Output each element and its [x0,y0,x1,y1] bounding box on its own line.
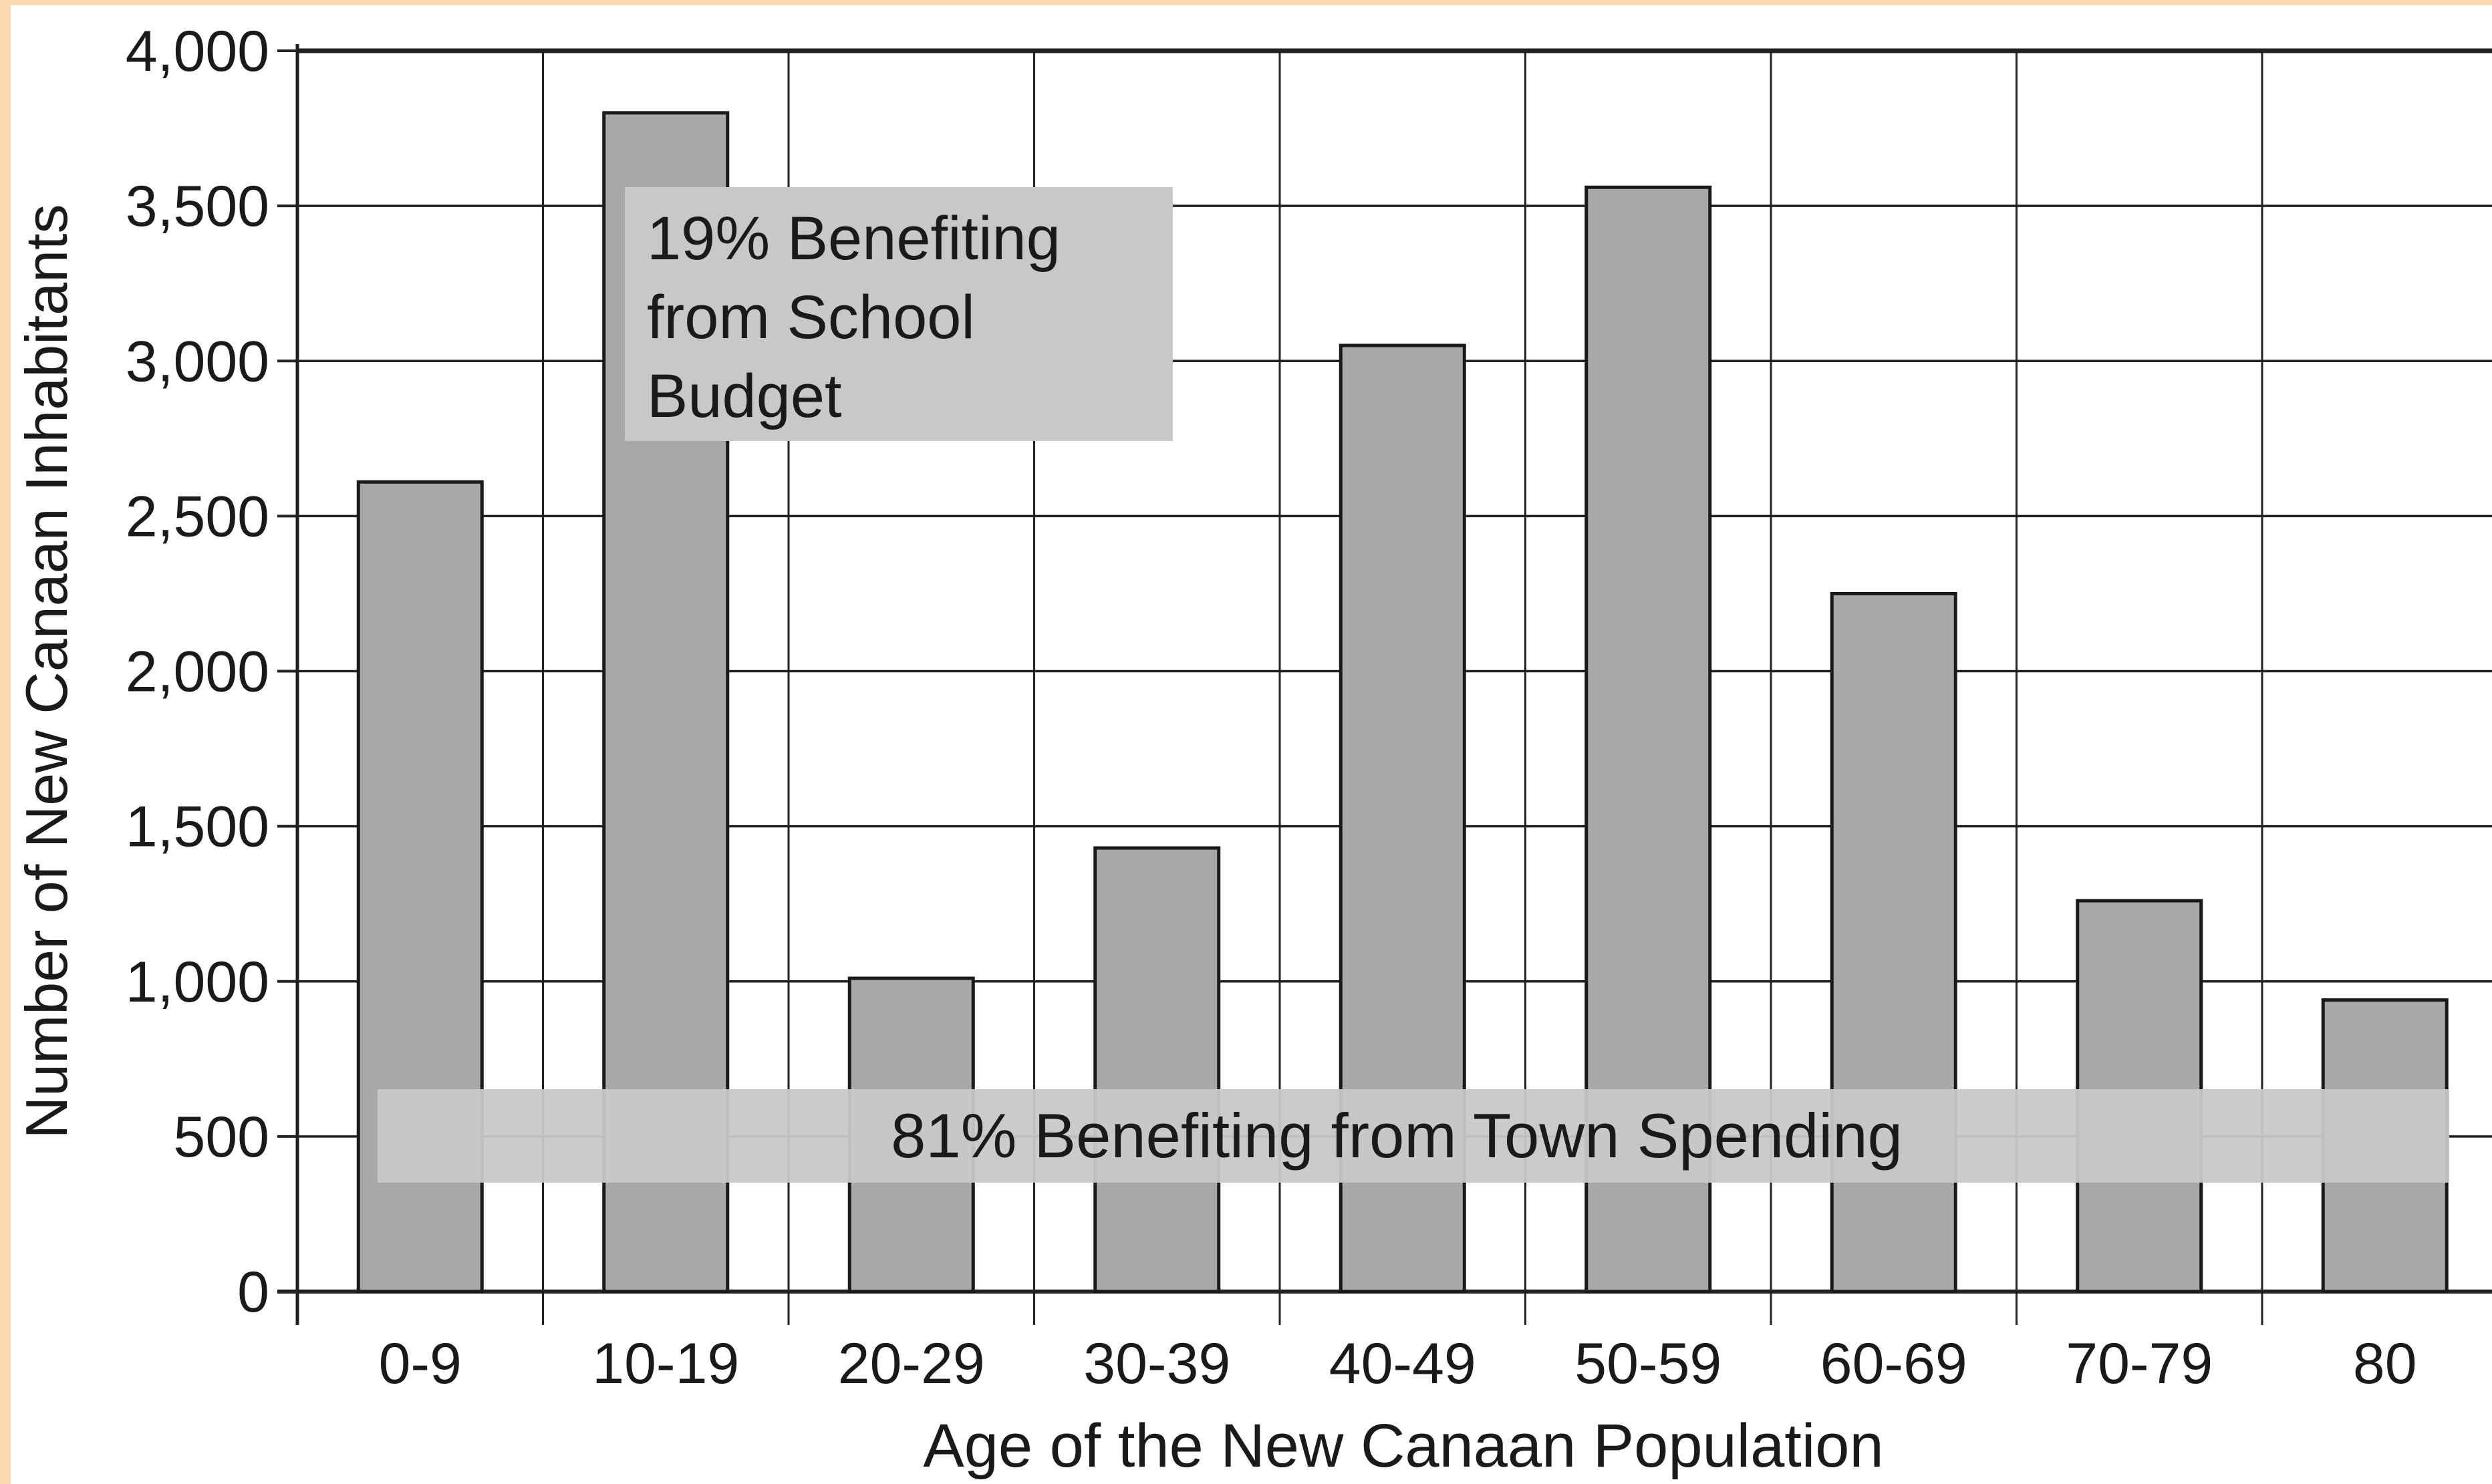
y-tick-label: 1,000 [126,950,269,1014]
x-axis-label: Age of the New Canaan Population [923,1412,1883,1480]
x-tick-label: 70-79 [2066,1332,2213,1396]
annotation-school-text: from School [647,283,975,351]
y-tick-label: 1,500 [126,795,269,859]
left-border [0,0,11,1484]
annotation-town-spending: 81% Benefiting from Town Spending [378,1089,2449,1183]
bar-30-39 [1093,846,1221,1294]
x-tick-label: 60-69 [1820,1332,1967,1396]
y-tick-label: 3,000 [126,329,269,394]
x-tick-label: 50-59 [1574,1332,1721,1396]
y-tick-label: 4,000 [126,19,269,84]
y-tick-label: 3,500 [126,174,269,239]
x-tick-label: 0-9 [379,1332,462,1396]
annotation-school-text: Budget [647,362,842,430]
annotation-school-budget: 19% Benefiting from School Budget [625,187,1173,441]
top-border [0,0,2492,5]
y-tick-label: 2,000 [126,640,269,704]
x-tick-label: 20-29 [838,1332,985,1396]
annotation-town-text: 81% Benefiting from Town Spending [891,1100,1903,1171]
annotation-school-text: 19% Benefiting [647,204,1061,273]
bar-60-69 [1830,591,1957,1294]
annotation-town-box [378,1089,2449,1183]
x-tick-label: 40-49 [1329,1332,1476,1396]
x-tick-label: 80 [2353,1332,2417,1396]
y-tick-label: 2,500 [126,484,269,549]
y-tick-labels: 0 500 1,000 1,500 2,000 2,500 3,000 3,500 4,000 [126,19,297,1324]
y-tick-label: 0 [237,1260,269,1324]
x-tick-label: 10-19 [592,1332,739,1396]
x-tick-labels: 0-9 10-19 20-29 30-39 40-49 50-59 60-69 70-79 80 [379,1332,2417,1396]
y-axis-label: Number of New Canaan Inhabitants [13,204,80,1139]
annotation-school-box [625,187,1173,441]
x-tick-label: 30-39 [1083,1332,1230,1396]
y-tick-label: 500 [174,1105,270,1169]
